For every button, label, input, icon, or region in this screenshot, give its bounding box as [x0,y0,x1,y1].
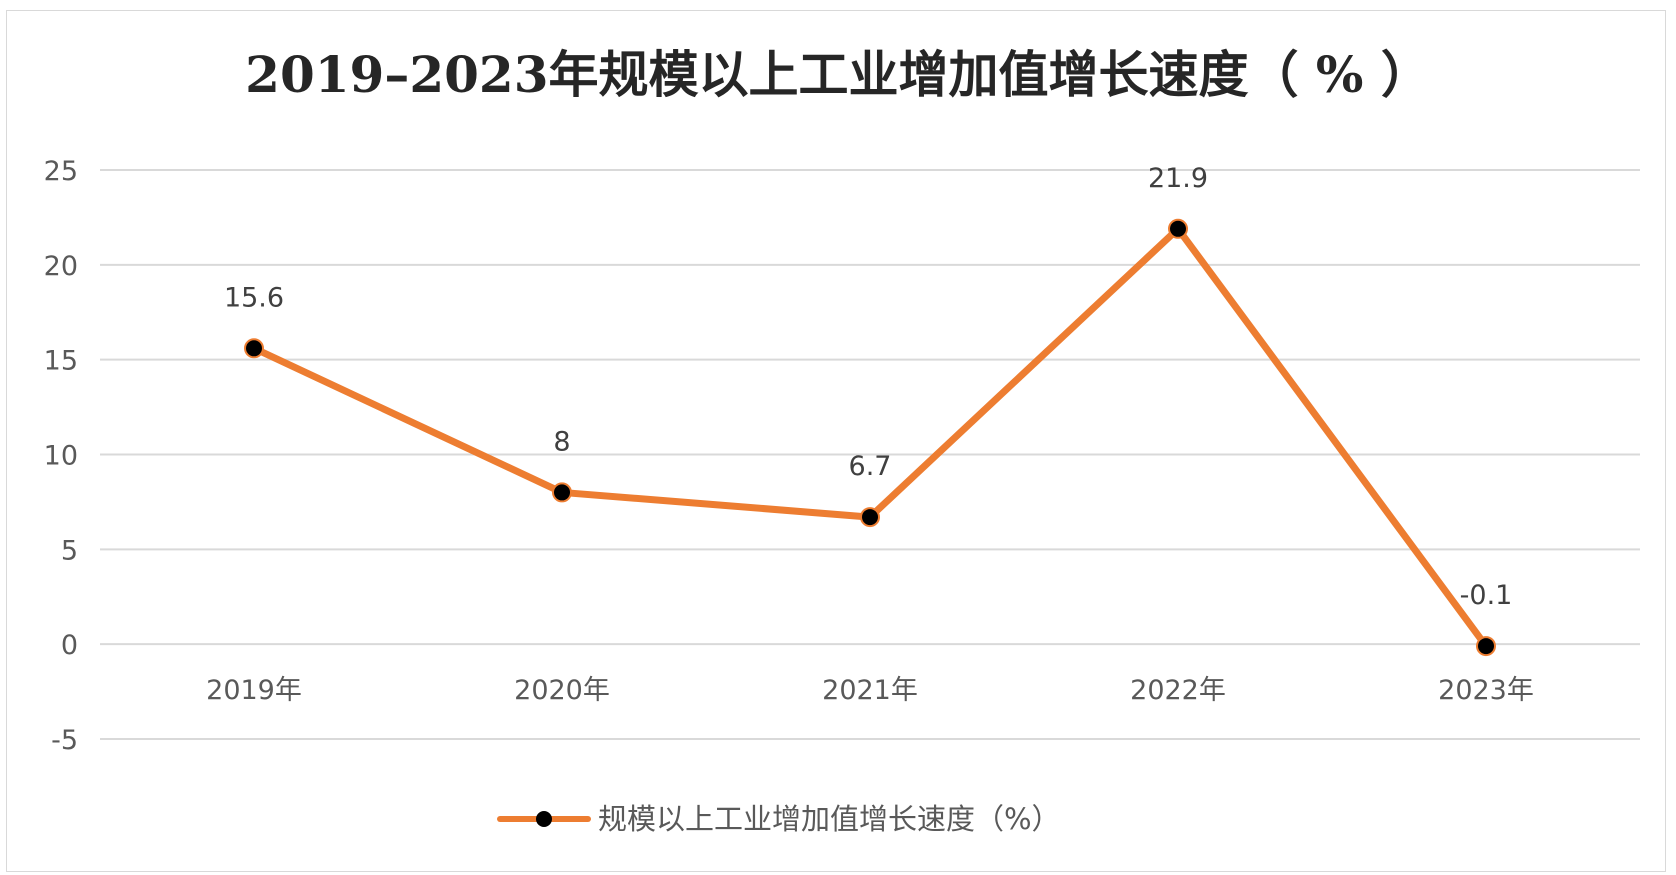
y-tick-label: 10 [44,441,78,472]
data-label: -0.1 [1460,580,1513,611]
y-axis-ticks: 25 20 15 10 5 0 -5 [44,156,78,756]
data-label: 15.6 [224,282,284,313]
x-tick-label: 2020年 [514,675,610,706]
y-tick-label: 5 [61,535,78,566]
chart-title: 2019–2023年规模以上工业增加值增长速度（ % ） [245,45,1431,104]
series-line [250,225,1490,650]
y-tick-label: 20 [44,251,78,282]
x-tick-label: 2022年 [1130,675,1226,706]
data-point [1476,636,1496,657]
x-tick-label: 2021年 [822,675,918,706]
data-labels: 15.6 8 6.7 21.9 -0.1 [224,163,1512,611]
chart-frame [6,10,1666,872]
legend-marker [536,811,552,827]
legend: 规模以上工业增加值增长速度（%） [497,802,1061,836]
y-tick-label: 0 [61,630,78,661]
data-point [860,507,880,528]
x-tick-label: 2023年 [1438,675,1534,706]
y-tick-label: 15 [44,346,78,377]
data-label: 8 [553,426,570,457]
x-axis-ticks: 2019年 2020年 2021年 2022年 2023年 [206,675,1534,706]
data-label: 21.9 [1148,163,1208,194]
data-point [244,338,264,359]
data-point [1168,218,1188,239]
y-tick-label: -5 [51,725,78,756]
data-label: 6.7 [849,451,892,482]
series-group [244,218,1496,657]
grid-lines [100,169,1640,740]
data-point [552,482,572,503]
x-tick-label: 2019年 [206,675,302,706]
legend-label: 规模以上工业增加值增长速度（%） [598,802,1061,836]
y-tick-label: 25 [44,156,78,187]
